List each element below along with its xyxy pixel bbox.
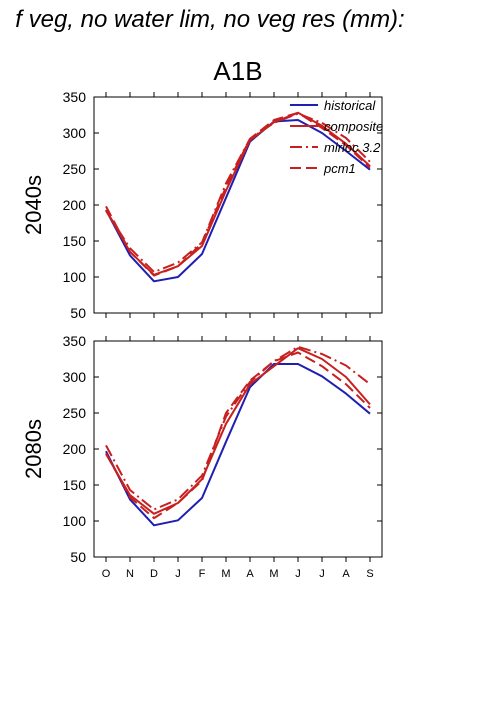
scenario-title: A1B [213,56,262,86]
y-tick-label: 350 [63,89,87,105]
series-line-pcm1 [105,111,371,277]
x-tick-label: N [126,568,134,580]
x-tick-label: M [269,568,278,580]
x-tick-label: S [366,568,373,580]
y-tick-label: 300 [63,369,87,385]
x-tick-label: J [175,568,181,580]
series-line-mirloc-3-2 [105,112,371,273]
legend-entry: historical [324,98,376,113]
y-tick-label: 250 [63,405,87,421]
y-tick-label: 100 [63,513,87,529]
y-tick-label: 300 [63,125,87,141]
y-tick-label: 200 [63,441,87,457]
legend-entry: composite [324,119,383,134]
series-line-historical [105,119,371,283]
series-line-pcm1 [105,351,371,520]
figure-title: f veg, no water lim, no veg res (mm): [15,6,404,33]
chart-panel-2040s: 50 100 150 200 250 300 350 2040s historical compo… [21,89,383,321]
y-tick-label: 150 [63,233,87,249]
plot-frame [93,340,383,558]
series-line-mirloc-3-2 [105,345,371,511]
x-tick-label: D [150,568,158,580]
y-tick-label: 200 [63,197,87,213]
x-tick-label: A [342,568,350,580]
panel-label-2080s: 2080s [21,419,46,479]
x-tick-label: A [246,568,254,580]
x-tick-label: M [221,568,230,580]
panel-label-2040s: 2040s [21,175,46,235]
x-tick-label: J [319,568,325,580]
series-line-composite [105,111,371,276]
x-tick-label: F [199,568,206,580]
chart-panel-2080s: 50 100 150 200 250 300 350 O N D J F M A M J J A S 2080s [21,333,383,580]
x-tick-label: O [102,568,111,580]
legend-entry: mirloc 3.2 [324,140,381,155]
y-tick-label: 50 [70,549,86,565]
x-tick-label: J [295,568,301,580]
y-tick-label: 150 [63,477,87,493]
y-tick-label: 100 [63,269,87,285]
legend-entry: pcm1 [323,161,356,176]
y-tick-label: 250 [63,161,87,177]
y-tick-label: 350 [63,333,87,349]
y-tick-label: 50 [70,305,86,321]
series-line-historical [105,363,371,527]
series-line-composite [105,347,371,515]
chart-panels: 50 100 150 200 250 300 350 2040s historical compo… [21,89,383,580]
